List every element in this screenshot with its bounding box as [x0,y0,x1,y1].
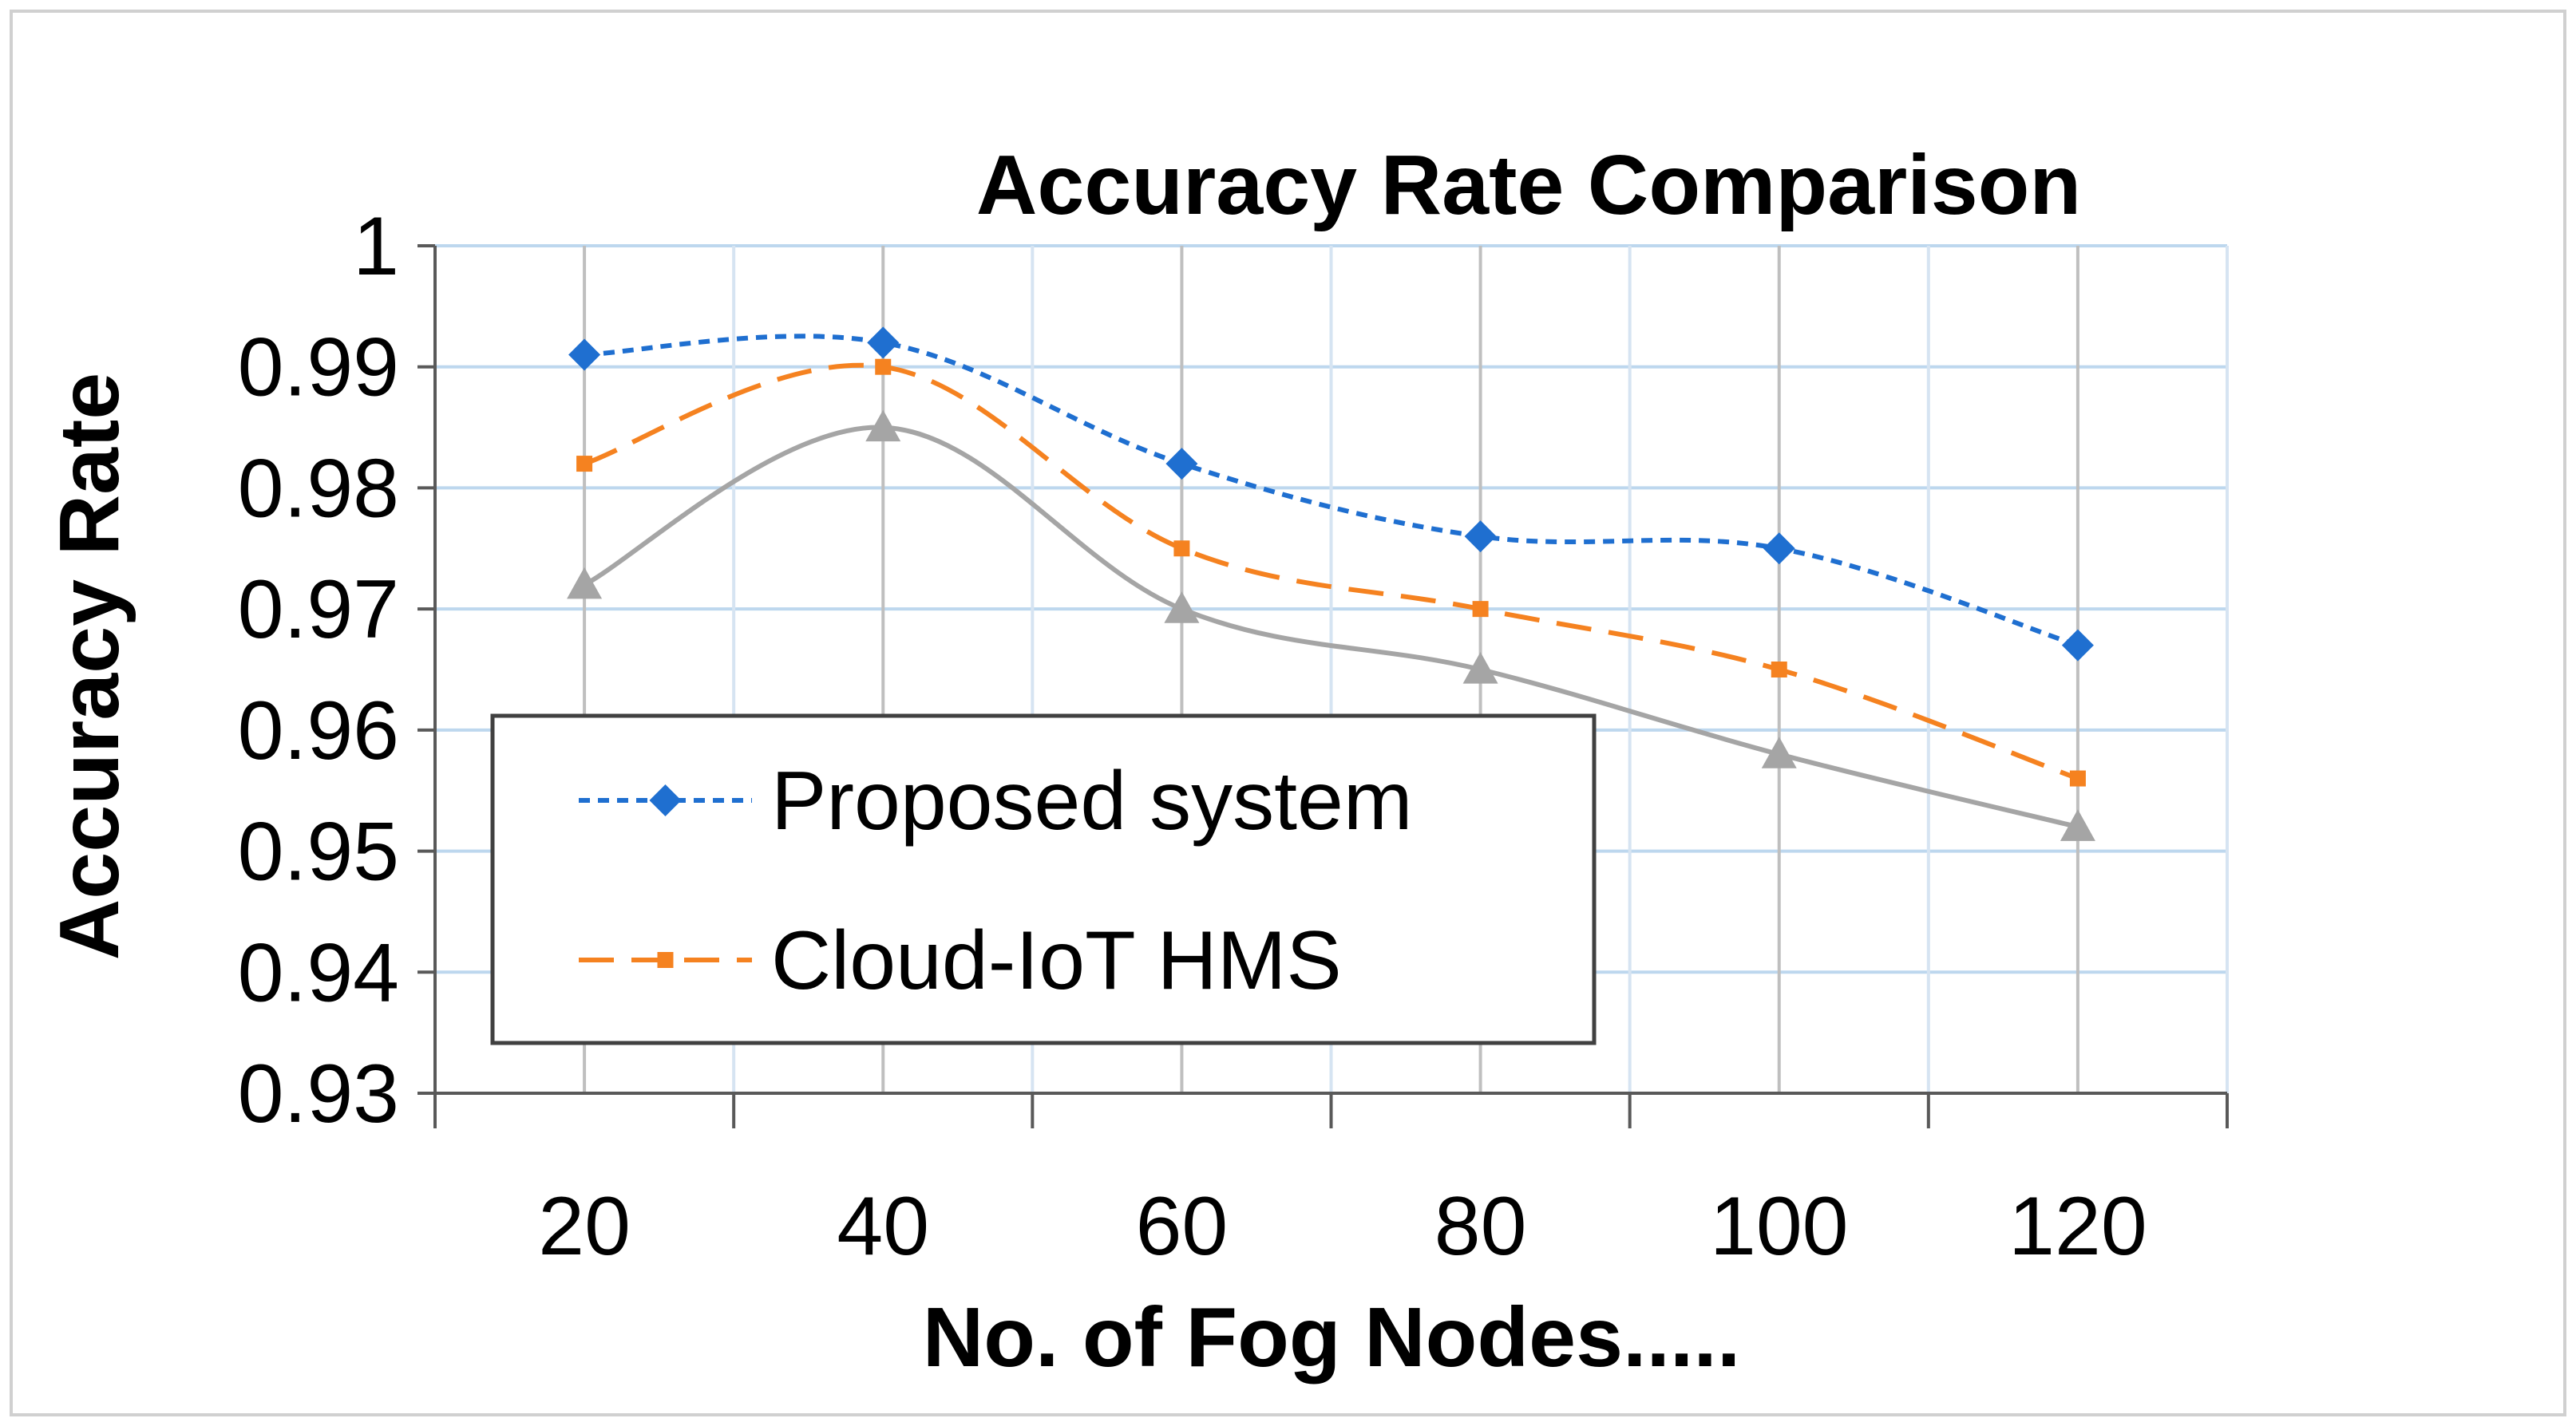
data-point-marker [1165,448,1198,480]
series [567,326,2095,841]
x-axis-title: No. of Fog Nodes..... [923,1290,1741,1385]
data-point-marker [2060,809,2095,841]
data-point-marker [2069,770,2086,787]
x-tick-label: 100 [1710,1180,1849,1273]
series-line [584,362,2079,781]
data-point-marker [867,326,900,359]
data-point-marker [875,358,892,375]
chart-border [10,10,2566,1416]
data-point-marker [2061,629,2094,662]
series-group [576,358,2086,787]
y-tick-label: 0.97 [238,563,399,656]
series-group [568,326,2094,662]
series-line [584,334,2079,648]
legend-swatch-marker [649,784,682,816]
data-point-marker [1771,662,1787,677]
legend-label: Proposed system [771,755,1412,847]
data-point-marker [1472,601,1489,618]
data-point-marker [1173,540,1190,557]
y-tick-label: 0.94 [238,926,399,1019]
y-axis-title: Accuracy Rate [42,373,137,961]
data-point-marker [1761,737,1797,768]
y-tick-label: 1 [353,200,399,293]
data-point-marker [1164,591,1200,623]
x-tick-label: 20 [538,1180,631,1273]
axes [417,244,2229,1128]
y-tick-label: 0.96 [238,685,399,777]
x-tick-label: 40 [837,1180,929,1273]
y-tick-label: 0.99 [238,322,399,414]
chart-title: Accuracy Rate Comparison [976,138,2081,232]
data-point-marker [1462,652,1498,684]
data-point-marker [568,338,601,371]
x-tick-label: 120 [2008,1180,2147,1273]
data-point-marker [865,409,901,442]
x-tick-labels: 20 40 60 80 100 120 [538,1180,2147,1273]
y-tick-label: 0.93 [238,1048,399,1140]
y-tick-label: 0.95 [238,806,399,899]
y-tick-label: 0.98 [238,442,399,535]
data-point-marker [567,567,603,599]
x-tick-label: 60 [1136,1180,1229,1273]
y-tick-labels: 0.93 0.94 0.95 0.96 0.97 0.98 0.99 1 [238,200,399,1140]
legend-swatch-marker [657,952,674,968]
legend-box [490,713,1597,1045]
x-tick-label: 80 [1434,1180,1527,1273]
series-line [583,425,2079,830]
series-group [567,409,2095,841]
legend: Proposed system Cloud-IoT HMS [490,713,1597,1045]
data-point-marker [1464,520,1497,553]
data-point-marker [576,456,593,472]
legend-label: Cloud-IoT HMS [771,914,1342,1007]
data-point-marker [1763,532,1795,565]
